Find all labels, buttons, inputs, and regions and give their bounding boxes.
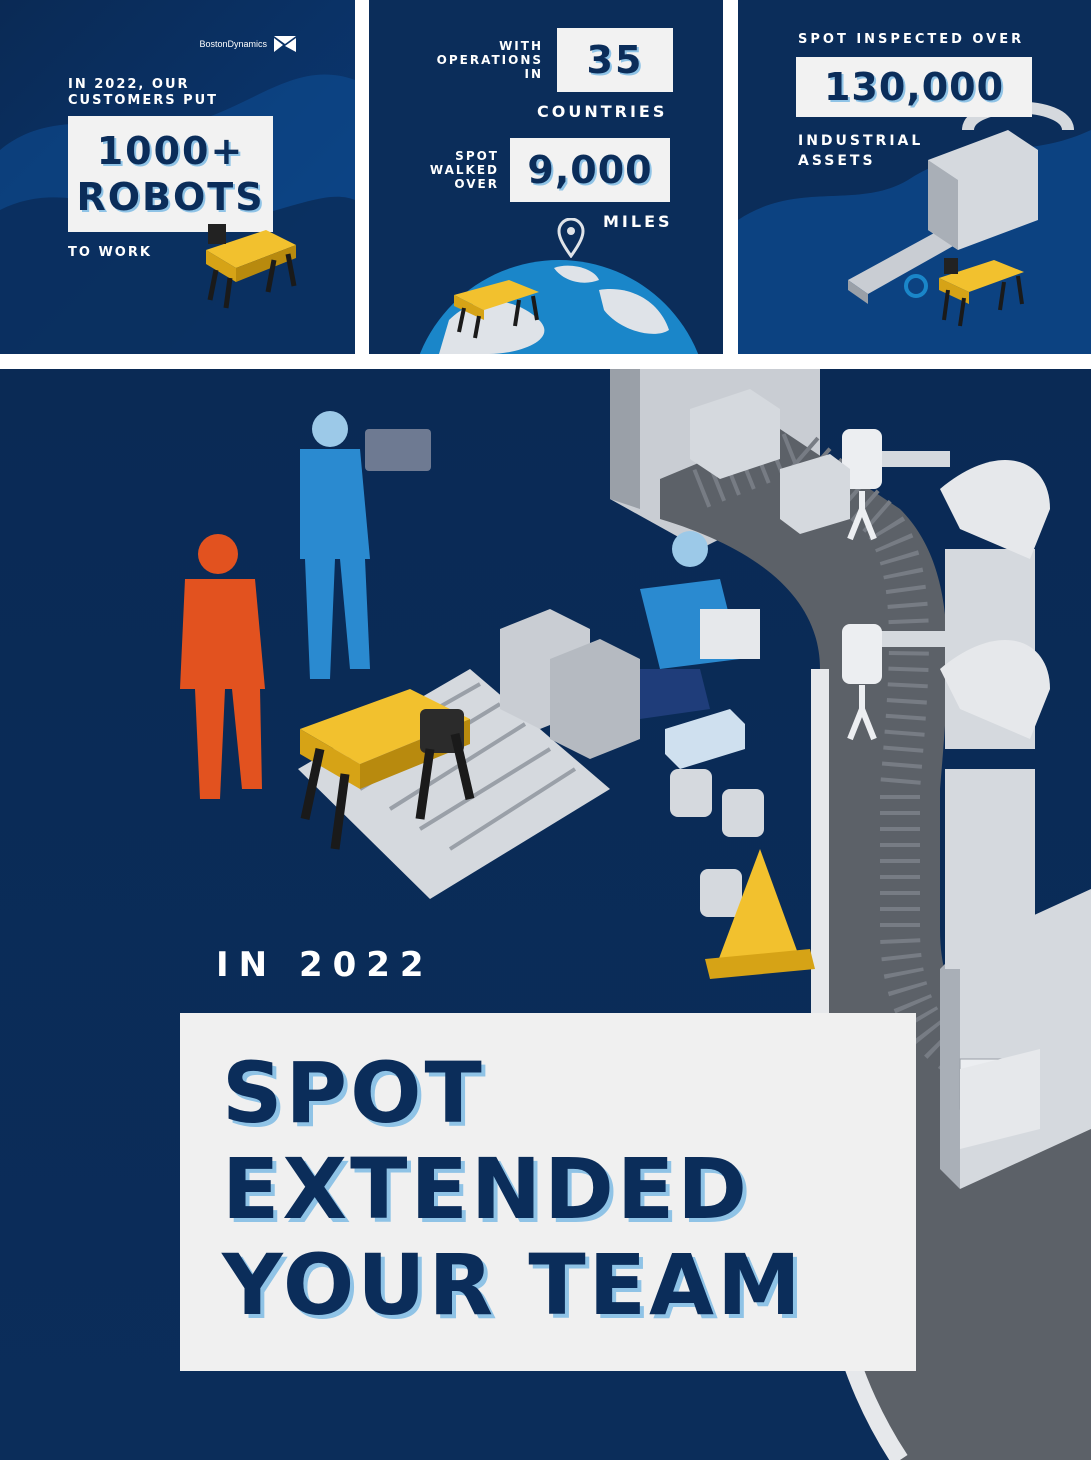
ops-label-line1: WITH — [499, 39, 543, 53]
robots-count: 1000+ — [96, 129, 245, 173]
ops-label-line3: IN — [524, 67, 543, 81]
assets-label-line2: ASSETS — [798, 153, 876, 169]
robots-intro-line2: CUSTOMERS PUT — [68, 93, 219, 108]
robots-intro-line1: IN 2022, OUR — [68, 77, 190, 92]
headline-line-1: SPOT — [222, 1044, 485, 1142]
location-pin-icon — [557, 218, 585, 258]
assets-intro: SPOT INSPECTED OVER — [798, 32, 1025, 47]
robots-count-box: 1000+ ROBOTS — [68, 116, 273, 232]
miles-label: MILES — [603, 212, 673, 231]
headline-box — [180, 1013, 916, 1371]
miles-count: 9,000 — [510, 138, 670, 202]
walk-label-line3: OVER — [454, 177, 499, 191]
brand-logo-text: BostonDynamics — [199, 39, 267, 49]
panel-background — [738, 0, 1091, 354]
countries-label: COUNTRIES — [537, 102, 668, 121]
robots-footer: TO WORK — [68, 245, 152, 260]
headline-line-2: EXTENDED — [222, 1140, 750, 1238]
headline-line-3: YOUR TEAM — [222, 1236, 804, 1334]
ops-label-line2: OPERATIONS — [436, 53, 543, 67]
stat-panel-countries: WITH OPERATIONS IN 35 COUNTRIES SPOT WAL… — [369, 0, 723, 354]
assets-count: 130,000 — [796, 57, 1032, 117]
spot-robot-illustration — [206, 224, 297, 309]
stat-panel-assets: SPOT INSPECTED OVER 130,000 INDUSTRIAL A… — [738, 0, 1091, 354]
brand-logo-icon — [274, 36, 296, 52]
robots-count-label: ROBOTS — [76, 175, 265, 219]
countries-count: 35 — [557, 28, 673, 92]
walk-label-line1: SPOT — [455, 149, 499, 163]
spot-robot-illustration — [454, 280, 539, 339]
spot-robot-illustration — [939, 258, 1024, 327]
hero-panel: IN 2022 SPOT EXTENDED YOUR TEAM — [0, 369, 1091, 1460]
brand-logo: BostonDynamics — [199, 34, 297, 54]
stat-panel-robots: BostonDynamics IN 2022, OUR CUSTOMERS PU… — [0, 0, 355, 354]
hero-year-label: IN 2022 — [216, 945, 434, 985]
hero-headline: SPOT EXTENDED YOUR TEAM — [222, 1045, 804, 1333]
assets-label-line1: INDUSTRIAL — [798, 133, 924, 149]
walk-label-line2: WALKED — [429, 163, 499, 177]
